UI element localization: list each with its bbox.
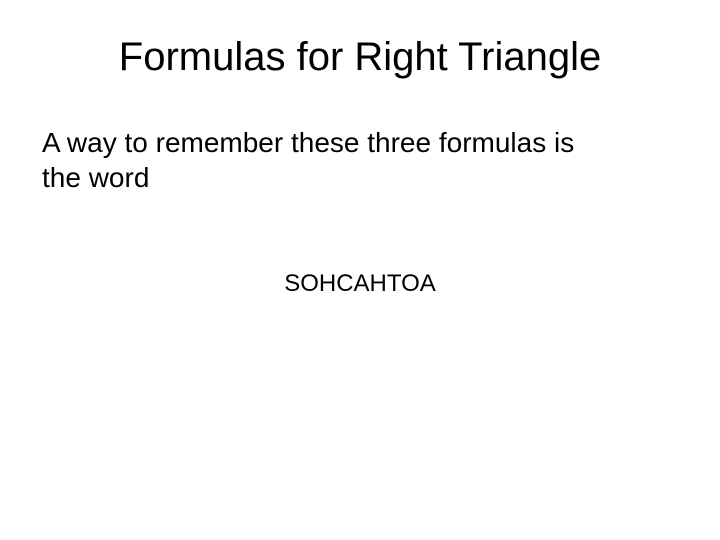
slide-container: Formulas for Right Triangle A way to rem… (0, 0, 720, 540)
slide-title: Formulas for Right Triangle (40, 35, 680, 80)
mnemonic-word: SOHCAHTOA (40, 270, 680, 298)
slide-body: A way to remember these three formulas i… (40, 125, 680, 195)
body-line-1: A way to remember these three formulas i… (42, 125, 680, 160)
body-line-2: the word (42, 160, 680, 195)
